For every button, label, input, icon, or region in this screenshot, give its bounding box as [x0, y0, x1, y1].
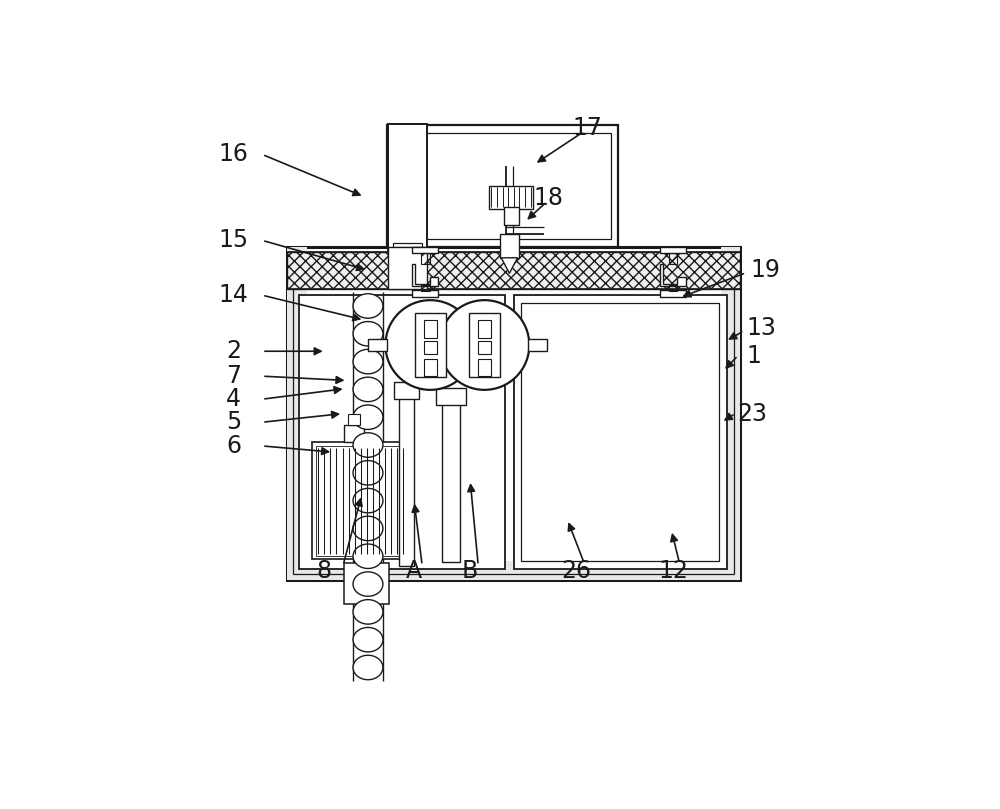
Bar: [394, 133, 611, 239]
Bar: [660, 247, 686, 253]
Bar: [478, 320, 491, 337]
Bar: [669, 285, 677, 291]
Text: 1: 1: [747, 344, 762, 367]
Text: 7: 7: [226, 364, 241, 388]
Bar: [521, 303, 719, 561]
Bar: [415, 312, 446, 378]
Bar: [348, 413, 360, 425]
Bar: [469, 312, 500, 378]
Bar: [721, 247, 740, 580]
Bar: [504, 207, 519, 225]
Ellipse shape: [353, 628, 383, 652]
Bar: [394, 382, 419, 399]
Bar: [299, 295, 505, 569]
Text: 26: 26: [561, 558, 591, 582]
Bar: [424, 320, 437, 337]
Ellipse shape: [353, 405, 383, 430]
Bar: [528, 339, 547, 351]
Bar: [344, 425, 364, 443]
Bar: [412, 247, 438, 253]
Text: A: A: [406, 558, 422, 582]
Bar: [478, 358, 491, 376]
Bar: [287, 252, 740, 289]
Ellipse shape: [353, 655, 383, 680]
Polygon shape: [412, 264, 438, 286]
Ellipse shape: [353, 433, 383, 457]
Bar: [393, 244, 422, 247]
Text: 19: 19: [750, 258, 780, 282]
Bar: [316, 446, 405, 556]
Text: 2: 2: [226, 339, 241, 363]
Ellipse shape: [353, 516, 383, 540]
Bar: [442, 396, 460, 562]
Bar: [399, 396, 414, 565]
Bar: [387, 125, 618, 247]
Bar: [478, 341, 491, 354]
Bar: [287, 247, 740, 580]
Bar: [421, 285, 430, 291]
Bar: [489, 185, 533, 210]
Text: 15: 15: [218, 228, 248, 252]
Ellipse shape: [353, 377, 383, 401]
Text: 6: 6: [226, 434, 241, 458]
Bar: [500, 234, 519, 258]
Text: 13: 13: [747, 316, 777, 340]
Ellipse shape: [353, 321, 383, 346]
Ellipse shape: [353, 544, 383, 569]
Bar: [424, 358, 437, 376]
Bar: [421, 253, 430, 264]
Text: 8: 8: [317, 558, 332, 582]
Bar: [436, 388, 466, 405]
Circle shape: [385, 300, 475, 390]
Polygon shape: [660, 264, 686, 286]
Text: 16: 16: [218, 142, 248, 167]
Bar: [660, 290, 686, 297]
Bar: [293, 253, 734, 574]
Bar: [312, 443, 408, 559]
Text: 23: 23: [737, 401, 767, 426]
Text: 14: 14: [218, 283, 248, 307]
Bar: [412, 290, 438, 297]
Ellipse shape: [353, 489, 383, 513]
Bar: [669, 253, 677, 264]
Text: B: B: [462, 558, 478, 582]
Text: 18: 18: [534, 186, 564, 210]
Text: 4: 4: [226, 388, 241, 411]
Bar: [368, 339, 387, 351]
Text: 17: 17: [572, 116, 602, 140]
Bar: [287, 247, 307, 580]
Bar: [424, 341, 437, 354]
Ellipse shape: [353, 294, 383, 318]
Ellipse shape: [353, 349, 383, 374]
Ellipse shape: [353, 572, 383, 596]
Ellipse shape: [353, 460, 383, 485]
Bar: [287, 561, 740, 580]
Bar: [388, 247, 427, 289]
Bar: [344, 564, 389, 604]
Text: 5: 5: [226, 410, 241, 434]
Bar: [514, 295, 727, 569]
Polygon shape: [501, 258, 517, 273]
Ellipse shape: [353, 599, 383, 624]
Text: 12: 12: [658, 558, 688, 582]
Bar: [388, 124, 427, 250]
Circle shape: [440, 300, 529, 390]
